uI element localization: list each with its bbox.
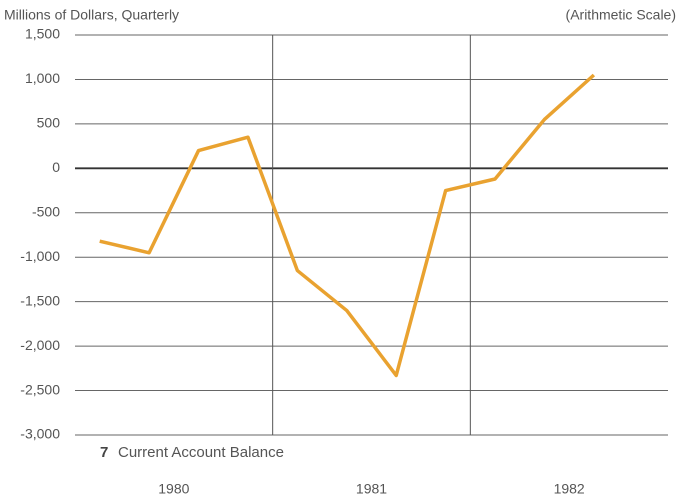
y-tick-label: -1,500 [20,292,60,308]
y-tick-label: 1,500 [25,26,60,42]
y-tick-label: 1,000 [25,70,60,86]
series-line [99,73,596,378]
y-tick-label: 500 [37,115,61,131]
y-tick-label: -2,000 [20,337,60,353]
y-tick-label: -2,500 [20,381,60,397]
subtitle: Millions of Dollars, Quarterly [4,7,179,23]
x-tick-label: 1980 [158,481,189,497]
y-tick-label: -1,000 [20,248,60,264]
x-tick-label: 1982 [554,481,585,497]
chart-title: Current Account Balance [118,444,284,461]
scale-note: (Arithmetic Scale) [566,7,676,23]
y-tick-label: -500 [32,203,60,219]
y-tick-label: -3,000 [20,426,60,442]
figure-number: 7 [100,444,108,461]
x-tick-label: 1981 [356,481,387,497]
y-tick-label: 0 [52,159,60,175]
